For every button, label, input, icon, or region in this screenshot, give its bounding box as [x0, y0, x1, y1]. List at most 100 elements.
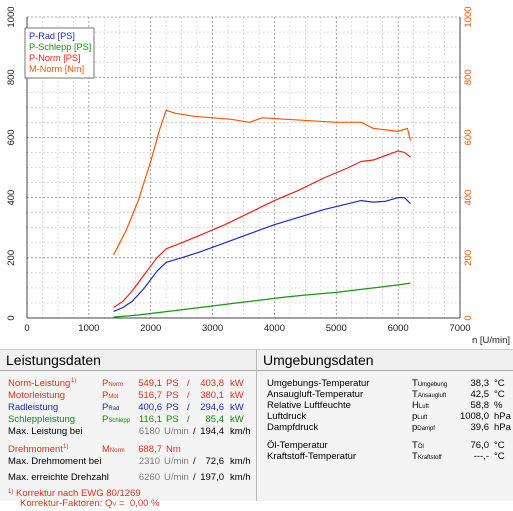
- x-tick-label: 2000: [140, 323, 161, 334]
- torque-sub: Norm: [109, 448, 125, 454]
- footnote-correction: Korrektur nach EWG 80/1269: [16, 488, 141, 499]
- env-row-symbol: pLuft: [412, 411, 428, 422]
- x-tick-label: 7000: [449, 323, 470, 334]
- legend: P-Rad [PS]P-Schlepp [PS]P-Norm [PS]M-Nor…: [24, 27, 95, 79]
- engine-power-slash: /: [187, 390, 190, 401]
- footnote-mark: 1): [8, 489, 14, 495]
- env-row-value: 58,8: [470, 400, 490, 411]
- drag-power-kw-unit: kW: [230, 414, 244, 425]
- env-row-label: Öl-Temperatur: [267, 440, 328, 451]
- drag-power-kw: 85,4: [205, 414, 225, 425]
- y-tick-label-left: 400: [6, 190, 17, 206]
- drag-power-sub: Schlepp: [108, 418, 131, 424]
- performance-title: Leistungsdaten: [0, 350, 256, 371]
- norm-power-symbol: PNorm: [102, 378, 123, 391]
- performance-panel: Leistungsdaten Norm-Leistung 1) PNorm 54…: [0, 349, 257, 509]
- norm-power-mark: 1): [71, 378, 77, 384]
- engine-power-label: Motorleistung: [8, 390, 66, 401]
- x-axis-label: n [U/min]: [472, 335, 510, 346]
- max-torque-rpm-unit: U/min: [164, 456, 189, 467]
- legend-entry-3: P-Norm [PS]: [29, 53, 81, 63]
- environment-panel: Umgebungsdaten Umgebungs-Temperatur TUmge…: [257, 349, 513, 501]
- max-rpm-speed-unit: km/h: [230, 472, 251, 483]
- max-power-speed-unit: km/h: [230, 426, 251, 437]
- torque-mark: 1): [63, 444, 69, 450]
- wheel-power-sym: P: [102, 402, 109, 413]
- footnote-factors-sub: V: [112, 502, 117, 508]
- x-tick-label: 5000: [326, 323, 347, 334]
- legend-entry-2: P-Schlepp [PS]: [29, 42, 91, 52]
- norm-power-sub: Norm: [108, 382, 124, 388]
- norm-power-ps-unit: PS: [166, 378, 179, 389]
- env-row-symbol-sub: Ansaugluft: [417, 393, 447, 399]
- legend-entry-4: M-Norm [Nm]: [29, 64, 84, 74]
- engine-power-kw-unit: kW: [230, 390, 244, 401]
- env-row-value: 1008,0: [459, 411, 489, 422]
- legend-box: [24, 27, 95, 79]
- y-tick-label-right: 1000: [463, 6, 474, 27]
- drag-power-ps: 116,1: [138, 414, 162, 425]
- x-tick-label: 0: [24, 323, 29, 334]
- series-line-1: [113, 197, 411, 312]
- norm-power-kw: 403,8: [200, 378, 224, 389]
- y-tick-label-left: 800: [6, 69, 17, 85]
- max-torque-speed-unit: km/h: [230, 456, 251, 467]
- max-torque-slash: /: [193, 456, 196, 467]
- drag-power-symbol: PSchlepp: [102, 414, 130, 427]
- wheel-power-sub: Rad: [108, 406, 120, 412]
- series-line-4: [113, 109, 412, 256]
- max-torque-label: Max. Drehmoment bei: [8, 456, 102, 467]
- wheel-power-ps-unit: PS: [166, 402, 179, 413]
- env-row-label: Dampfdruck: [267, 422, 319, 433]
- max-torque-rpm: 2310: [138, 456, 160, 467]
- norm-power-label: Norm-Leistung: [8, 378, 71, 389]
- y-tick-label-right: 0: [463, 315, 474, 320]
- env-row-unit: hPa: [494, 422, 511, 433]
- max-torque-speed: 72,6: [205, 456, 225, 467]
- env-row-label: Umgebungs-Temperatur: [267, 378, 370, 389]
- wheel-power-slash: /: [187, 402, 190, 413]
- env-row-value: 39,6: [470, 422, 490, 433]
- env-row-symbol: TAnsaugluft: [412, 389, 447, 400]
- env-row-symbol: HLuft: [412, 400, 429, 411]
- y-tick-label-right: 200: [463, 250, 474, 266]
- env-row-value: 38,3: [470, 378, 490, 389]
- max-power-slash: /: [193, 426, 196, 437]
- env-row-label: Relative Luftfeuchte: [267, 400, 351, 411]
- env-row-symbol: pDampf: [412, 422, 435, 433]
- y-tick-label-left: 200: [6, 250, 17, 266]
- max-rpm-slash: /: [193, 472, 196, 483]
- engine-power-ps-unit: PS: [166, 390, 179, 401]
- env-row-value: 76,0: [470, 440, 490, 451]
- env-row-label: Kraftstoff-Temperatur: [267, 451, 357, 462]
- env-row-symbol-sub: Umgebung: [417, 382, 448, 388]
- y-tick-label-right: 400: [463, 190, 474, 206]
- engine-power-symbol: PMot: [102, 390, 118, 403]
- wheel-power-symbol: PRad: [102, 402, 119, 415]
- drag-power-label: Schleppleistung: [8, 414, 76, 425]
- engine-power-sym: P: [102, 390, 109, 401]
- wheel-power-ps: 400,6: [138, 402, 162, 413]
- norm-power-sym: P: [102, 378, 109, 389]
- env-row-symbol-sub: Luft: [418, 404, 429, 410]
- wheel-power-kw-unit: kW: [230, 402, 244, 413]
- max-power-label: Max. Leistung bei: [8, 426, 83, 437]
- torque-value: 688,7: [138, 444, 162, 455]
- torque-unit: Nm: [166, 444, 181, 455]
- norm-power-ps: 549,1: [138, 378, 162, 389]
- env-row-symbol: TKraftstoff: [412, 451, 442, 462]
- wheel-power-label: Radleistung: [8, 402, 59, 413]
- env-row-label: Luftdruck: [267, 411, 307, 422]
- env-row-symbol-sub: Luft: [417, 415, 428, 421]
- env-row-unit: %: [494, 400, 503, 411]
- engine-power-ps: 516,7: [138, 390, 162, 401]
- env-row-symbol-sub: Kraftstoff: [417, 455, 442, 461]
- x-tick-label: 1000: [78, 323, 99, 334]
- series-line-3: [113, 150, 411, 309]
- x-tick-label: 3000: [202, 323, 223, 334]
- engine-power-sub: Mot: [108, 394, 119, 400]
- max-power-rpm: 6180: [138, 426, 160, 437]
- env-row-value: 42,5: [470, 389, 490, 400]
